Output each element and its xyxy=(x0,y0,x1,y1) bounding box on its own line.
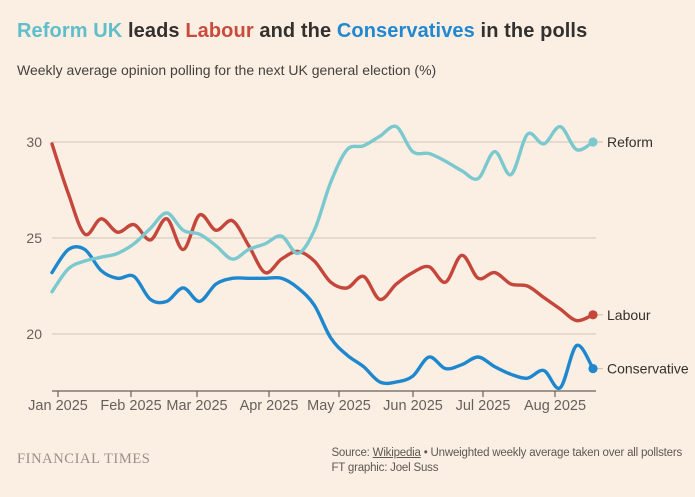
series-label-conservative: Conservative xyxy=(607,361,689,377)
y-tick-label-30: 30 xyxy=(26,134,42,150)
source-line: Source: Wikipedia • Unweighted weekly av… xyxy=(331,446,682,461)
y-tick-label-25: 25 xyxy=(26,230,42,246)
x-tick-label-3: Apr 2025 xyxy=(240,398,299,414)
title-segment-in-the-polls: in the polls xyxy=(474,20,588,42)
credit-line: FT graphic: Joel Suss xyxy=(331,462,439,474)
x-tick-label-6: Jul 2025 xyxy=(456,398,511,414)
source-suffix: • Unweighted weekly average taken over a… xyxy=(420,447,682,459)
x-tick-label-5: Jun 2025 xyxy=(383,398,443,414)
title-segment-labour: Labour xyxy=(185,20,254,42)
x-tick-label-7: Aug 2025 xyxy=(524,398,586,414)
title-segment-and-the: and the xyxy=(253,20,337,42)
source-note: Source: Wikipedia • Unweighted weekly av… xyxy=(331,446,682,476)
title-segment-reform-uk: Reform UK xyxy=(17,20,123,42)
series-line-labour xyxy=(50,142,595,323)
source-prefix: Source: xyxy=(331,447,373,459)
chart-subtitle: Weekly average opinion polling for the n… xyxy=(17,62,437,78)
title-segment-conservatives: Conservatives xyxy=(336,20,475,42)
y-tick-label-20: 20 xyxy=(26,326,42,342)
series-label-reform: Reform xyxy=(607,134,653,150)
x-tick-label-2: Mar 2025 xyxy=(166,398,227,414)
x-tick-label-0: Jan 2025 xyxy=(28,398,88,414)
x-tick-label-4: May 2025 xyxy=(307,398,371,414)
series-label-labour: Labour xyxy=(607,307,651,323)
series-line-reform xyxy=(50,124,595,294)
title-segment-leads: leads xyxy=(122,20,186,42)
series-end-dot-reform xyxy=(588,137,598,147)
source-link-wikipedia[interactable]: Wikipedia xyxy=(372,447,421,459)
series-line-conservative xyxy=(50,245,595,390)
chart-title: Reform UK leads Labour and the Conservat… xyxy=(17,20,587,43)
ft-logo: FINANCIAL TIMES xyxy=(17,451,151,467)
series-end-dot-conservative xyxy=(588,363,598,374)
x-tick-label-1: Feb 2025 xyxy=(100,398,161,414)
series-end-dot-labour xyxy=(588,310,598,320)
